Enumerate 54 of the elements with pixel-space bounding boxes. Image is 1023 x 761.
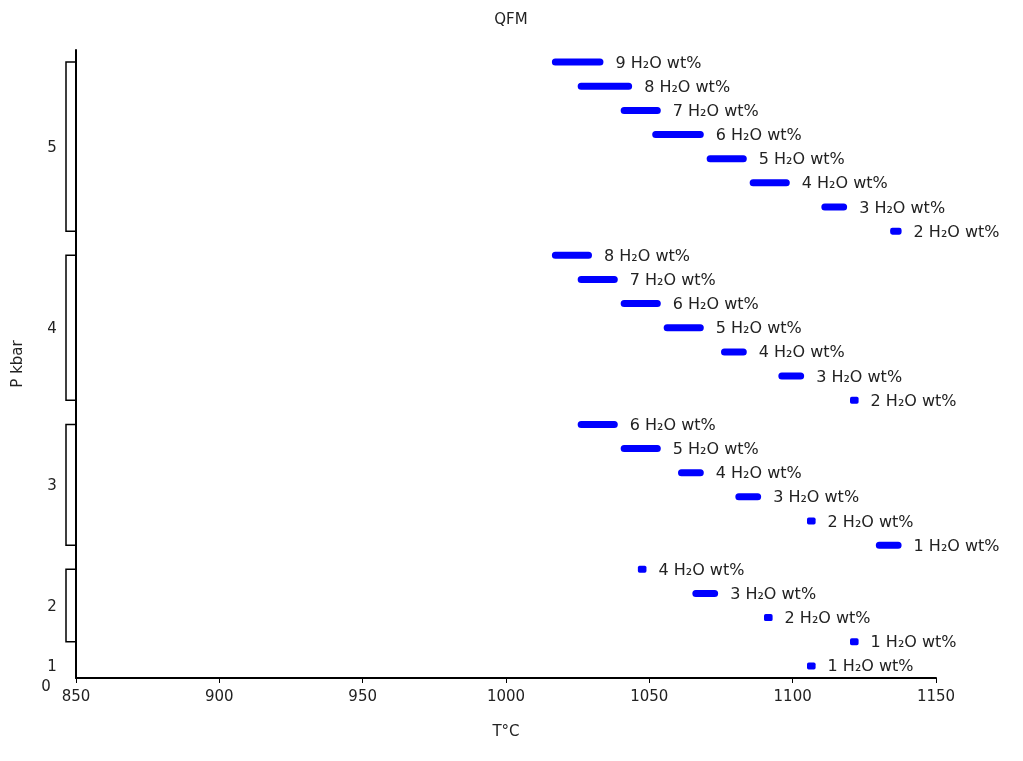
- y-tick-label: 9 H₂O wt%: [615, 52, 702, 72]
- y-tick-label: 1 H₂O wt%: [870, 632, 957, 652]
- text: 3: [47, 475, 57, 494]
- y-tick-label: 3 H₂O wt%: [730, 583, 817, 603]
- y-tick-label: 7 H₂O wt%: [629, 269, 716, 289]
- text: 4: [47, 318, 57, 337]
- bar: [620, 106, 661, 114]
- bar: [663, 324, 704, 332]
- y-tick-label: 6 H₂O wt%: [715, 125, 802, 145]
- bar: [577, 275, 618, 283]
- y-tick-label: 4 H₂O wt%: [758, 342, 845, 362]
- y-tick-label: 2 H₂O wt%: [870, 390, 957, 410]
- text: 0: [41, 676, 51, 695]
- bar: [652, 131, 704, 139]
- y-tick-label: 4 H₂O wt%: [801, 173, 888, 193]
- text: 2: [47, 596, 57, 615]
- x-tick-label: 850: [61, 686, 91, 705]
- x-tick-label: 950: [348, 686, 377, 705]
- bar: [706, 155, 747, 163]
- y-tick-label: 3 H₂O wt%: [816, 366, 903, 386]
- chart-title: QFM: [494, 9, 528, 28]
- x-tick-label: 900: [205, 686, 234, 705]
- bar: [551, 251, 592, 259]
- bar: [620, 445, 661, 453]
- y-tick-label: 5 H₂O wt%: [758, 149, 845, 169]
- y-tick-label: 1 H₂O wt%: [913, 535, 1000, 555]
- y-tick-label: 6 H₂O wt%: [629, 414, 716, 434]
- y-tick-label: 1 H₂O wt%: [827, 656, 914, 676]
- text: 5: [47, 137, 57, 156]
- x-tick-label: 1100: [773, 686, 812, 705]
- y-tick-label: 2 H₂O wt%: [827, 511, 914, 531]
- bar: [551, 58, 604, 66]
- y-tick-label: 2 H₂O wt%: [784, 608, 871, 628]
- x-tick-label: 1150: [916, 686, 956, 705]
- y-tick-label: 4 H₂O wt%: [715, 463, 802, 483]
- y-tick-label: 3 H₂O wt%: [773, 487, 860, 507]
- y-axis-title: P kbar: [7, 339, 26, 388]
- y-tick-label: 5 H₂O wt%: [715, 318, 802, 338]
- bar: [577, 82, 633, 90]
- y-tick-label: 7 H₂O wt%: [672, 100, 759, 120]
- y-tick-label: 4 H₂O wt%: [658, 559, 745, 579]
- y-tick-label: 3 H₂O wt%: [859, 197, 946, 217]
- y-tick-label: 8 H₂O wt%: [604, 245, 690, 265]
- x-tick-label: 1050: [630, 686, 669, 705]
- bar: [577, 420, 618, 428]
- y-tick-label: 6 H₂O wt%: [672, 294, 759, 314]
- y-tick-label: 8 H₂O wt%: [644, 76, 731, 96]
- x-axis-title: T°C: [491, 721, 520, 740]
- bar: [620, 300, 661, 308]
- x-tick-label: 1000: [486, 686, 526, 705]
- y-tick-label: 5 H₂O wt%: [672, 439, 759, 459]
- bar: [749, 179, 790, 187]
- y-tick-label: 2 H₂O wt%: [913, 221, 1000, 241]
- text: 1: [47, 656, 57, 675]
